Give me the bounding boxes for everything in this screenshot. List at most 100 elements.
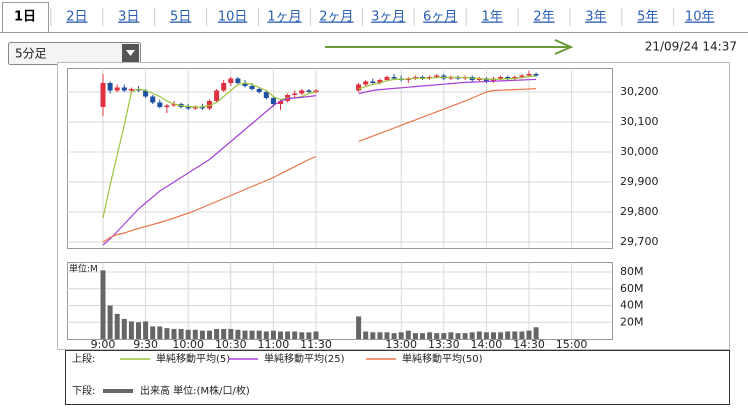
- volume-bar: [384, 332, 390, 339]
- volume-bar: [512, 331, 518, 339]
- dropdown-label[interactable]: 5分足: [15, 47, 47, 61]
- x-tick-label: 13:00: [385, 338, 417, 351]
- candle-body: [185, 107, 191, 109]
- candle-body: [313, 90, 319, 92]
- y-tick-label: 30,000: [620, 145, 659, 158]
- volume-bar: [469, 332, 475, 339]
- tab[interactable]: 10年: [685, 10, 715, 25]
- volume-bar: [462, 333, 468, 339]
- moving-average-line: [102, 75, 537, 219]
- candle-body: [114, 87, 120, 91]
- candle-body: [143, 90, 149, 97]
- candle-body: [207, 101, 212, 109]
- volume-bar: [185, 329, 191, 339]
- y-tick-label: 29,800: [620, 205, 659, 218]
- volume-bar: [171, 328, 177, 339]
- tab[interactable]: 1ヶ月: [267, 10, 301, 25]
- candle-body: [434, 75, 440, 77]
- volume-bar: [256, 330, 262, 339]
- candle-body: [171, 104, 177, 106]
- y-tick-label: 30,100: [620, 115, 659, 128]
- candle-body: [505, 77, 511, 79]
- x-tick-label: 11:00: [258, 338, 290, 351]
- tab[interactable]: 6ヶ月: [423, 10, 457, 25]
- timestamp: 21/09/24 14:37: [645, 40, 737, 54]
- volume-bar: [412, 333, 418, 339]
- volume-bar: [178, 328, 184, 339]
- tab[interactable]: 1日: [14, 10, 36, 25]
- volume-bar: [136, 322, 141, 339]
- tab[interactable]: 10日: [218, 10, 248, 25]
- moving-average-line: [102, 78, 537, 246]
- tab[interactable]: 2日: [66, 10, 87, 25]
- volume-bar: [100, 270, 106, 339]
- candle-body: [242, 83, 248, 86]
- tab[interactable]: 5年: [637, 10, 658, 25]
- legend-label: 出来高 単位:(M株/口/枚): [140, 384, 250, 397]
- candle-body: [292, 93, 298, 95]
- volume-bar: [164, 328, 170, 339]
- price-plot-area: [67, 68, 613, 249]
- tab[interactable]: 3年: [585, 10, 606, 25]
- x-tick-label: 14:00: [471, 338, 503, 351]
- candle-body: [263, 92, 269, 98]
- x-tick-label: 9:00: [91, 338, 116, 351]
- moving-average-line: [102, 88, 537, 243]
- volume-bar: [498, 332, 504, 339]
- candle-body: [121, 87, 127, 91]
- candle-body: [498, 77, 504, 79]
- volume-bar: [128, 321, 134, 339]
- tab-active-box[interactable]: [2, 2, 49, 33]
- volume-bar: [476, 331, 482, 339]
- volume-bar: [313, 331, 319, 339]
- candle-body: [228, 78, 234, 83]
- candle-body: [519, 75, 525, 77]
- y-tick-label: 40M: [620, 299, 644, 312]
- candle-body: [270, 98, 276, 104]
- tab[interactable]: 2ヶ月: [319, 10, 353, 25]
- volume-bar: [505, 331, 511, 339]
- volume-bar: [533, 327, 539, 339]
- volume-bar: [263, 331, 269, 339]
- y-tick-label: 30,200: [620, 85, 659, 98]
- candle-body: [306, 90, 312, 92]
- volume-bar: [356, 316, 362, 339]
- candle-body: [214, 90, 220, 101]
- volume-bar: [370, 332, 376, 339]
- volume-bar: [192, 329, 198, 339]
- x-tick-label: 9:30: [133, 338, 158, 351]
- x-tick-label: 11:30: [300, 338, 332, 351]
- candle-body: [221, 83, 227, 91]
- candle-body: [164, 105, 170, 107]
- volume-bar: [455, 333, 461, 339]
- volume-bar: [420, 333, 425, 339]
- candle-body: [199, 107, 205, 109]
- volume-bar: [483, 332, 489, 339]
- candle-body: [256, 89, 262, 92]
- volume-bar: [107, 305, 113, 339]
- candle-body: [526, 74, 532, 76]
- volume-bar: [228, 328, 234, 339]
- tab[interactable]: 2年: [533, 10, 554, 25]
- candle-body: [377, 80, 383, 83]
- volume-bar: [441, 333, 447, 339]
- tab[interactable]: 1年: [481, 10, 502, 25]
- tab[interactable]: 3ヶ月: [371, 10, 405, 25]
- candle-body: [370, 81, 376, 83]
- legend-box: [65, 350, 730, 405]
- interval-dropdown[interactable]: 5分足: [8, 42, 141, 65]
- x-tick-label: 14:30: [513, 338, 545, 351]
- chart-frame: [57, 62, 730, 350]
- y-tick-label: 80M: [620, 265, 644, 278]
- volume-bar: [519, 331, 525, 339]
- candle-body: [420, 77, 425, 79]
- candle-body: [299, 90, 305, 94]
- x-tick-label: 10:30: [215, 338, 247, 351]
- candle-body: [107, 83, 113, 91]
- candle-body: [476, 78, 482, 80]
- tab[interactable]: 3日: [118, 10, 139, 25]
- tab[interactable]: 5日: [170, 10, 191, 25]
- volume-bar: [199, 330, 205, 339]
- volume-bar: [150, 326, 156, 339]
- volume-plot-area: [67, 262, 613, 340]
